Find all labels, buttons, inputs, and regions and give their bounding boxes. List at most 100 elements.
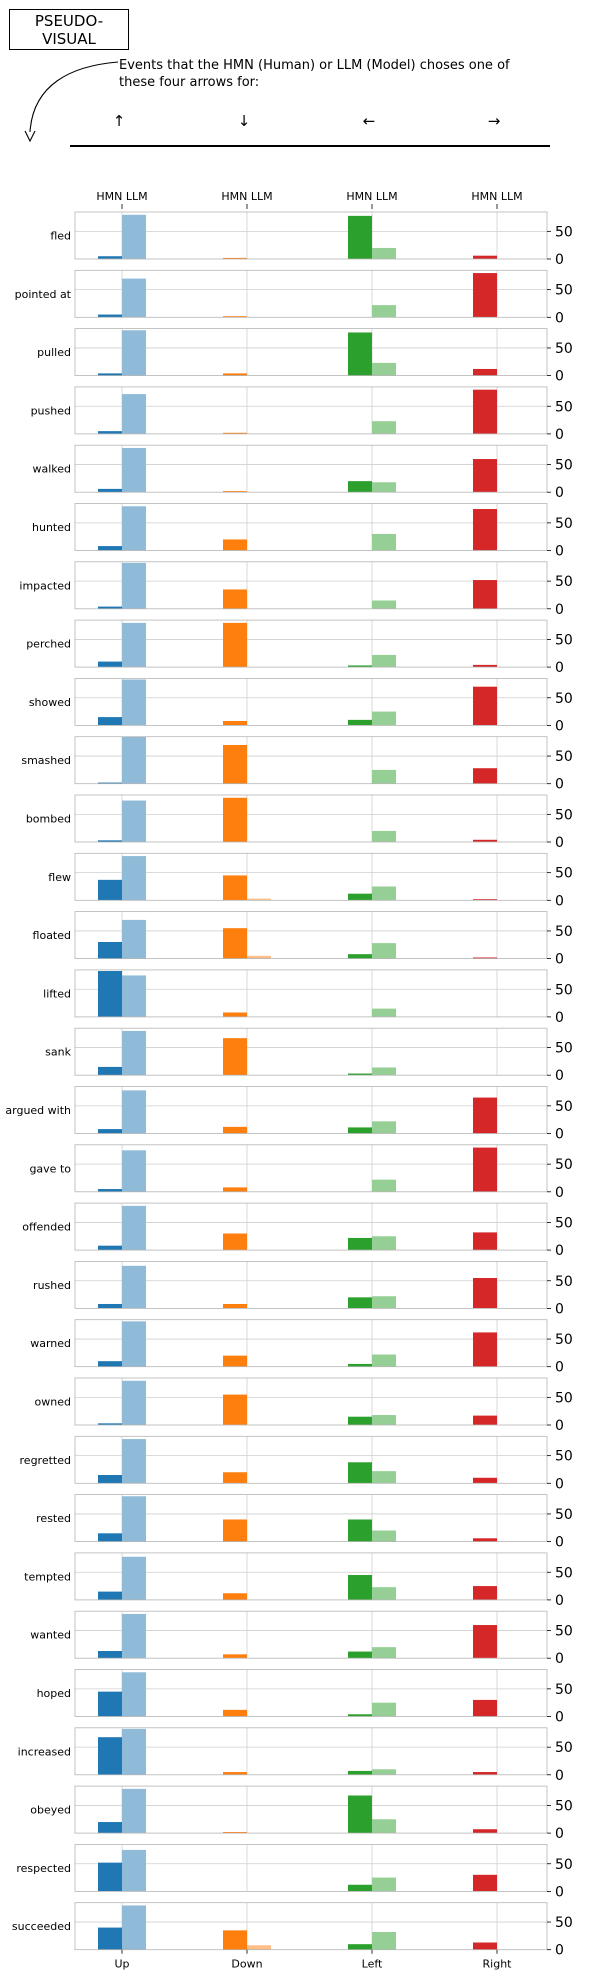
y-tick-label: 0 (555, 1243, 564, 1259)
hmn-bar (348, 1770, 372, 1775)
y-tick-label: 50 (555, 1274, 573, 1290)
chart-title: PSEUDO- VISUAL (9, 9, 129, 50)
hmn-bar (223, 797, 247, 842)
panel-frame (74, 1027, 548, 1076)
hmn-bar (223, 1930, 247, 1950)
hmn-bar (223, 744, 247, 784)
hmn-bar (348, 1651, 372, 1659)
verb-label: flew (48, 871, 71, 884)
arrow-left-label: ← (362, 112, 376, 130)
y-tick-label: 50 (555, 1507, 573, 1523)
hmn-bar (223, 491, 247, 493)
llm-bar (372, 1296, 396, 1309)
panel-frame (74, 619, 548, 668)
y-tick-label: 50 (555, 1390, 573, 1406)
hmn-bar (473, 580, 497, 609)
hmn-bar (223, 1831, 247, 1834)
column-label-right: Right (483, 1958, 513, 1971)
y-tick-label: 0 (555, 485, 564, 501)
verb-label: warned (30, 1337, 71, 1350)
verb-label: bombed (26, 813, 71, 826)
y-tick-label: 50 (555, 1157, 573, 1173)
llm-bar (372, 305, 396, 318)
panel-frame (74, 1494, 548, 1542)
llm-bar (372, 830, 396, 842)
y-tick-label: 0 (555, 252, 564, 268)
y-tick-label: 50 (555, 1798, 573, 1814)
hmn-bar (473, 255, 497, 259)
y-tick-label: 0 (555, 1127, 564, 1143)
verb-label: floated (33, 929, 71, 942)
hmn-bar (348, 954, 372, 959)
hmn-bar (223, 1126, 247, 1134)
column-label-left: Left (362, 1958, 383, 1971)
hmn-bar (473, 459, 497, 493)
hmn-bar (348, 893, 372, 901)
llm-bar (122, 975, 146, 1017)
llm-bar (372, 1769, 396, 1775)
y-tick-label: 50 (555, 224, 573, 240)
hmn-bar (223, 1038, 247, 1076)
hmn-bar (223, 539, 247, 551)
verb-label: increased (18, 1745, 71, 1758)
hmn-bar (223, 1772, 247, 1775)
hmn-bar (473, 368, 497, 376)
y-tick-label: 0 (555, 1301, 564, 1317)
header-divider (70, 145, 550, 147)
hmn-bar (223, 257, 247, 259)
llm-bar (247, 955, 271, 959)
llm-bar (372, 1236, 396, 1251)
llm-bar (122, 278, 146, 318)
llm-bar (372, 1647, 396, 1659)
panel-frame (74, 852, 548, 901)
llm-bar (122, 214, 146, 259)
llm-bar (372, 1121, 396, 1134)
hmn-bar (98, 1475, 122, 1484)
hmn-bar (98, 1651, 122, 1659)
y-tick-label: 50 (555, 749, 573, 765)
hmn-bar (473, 1586, 497, 1600)
hmn-bar (223, 1654, 247, 1659)
panel-frame (74, 561, 548, 610)
panel-frame (74, 211, 548, 260)
y-tick-label: 50 (555, 1624, 573, 1640)
hmn-bar (98, 256, 122, 259)
top-tick-label: HMN LLM (471, 190, 522, 203)
llm-bar (372, 1877, 396, 1892)
hmn-bar (223, 1394, 247, 1425)
hmn-bar (348, 1073, 372, 1076)
llm-bar (122, 1788, 146, 1834)
hmn-bar (223, 875, 247, 901)
verb-label: fled (50, 230, 71, 243)
llm-bar (122, 1496, 146, 1542)
hmn-bar (98, 1927, 122, 1950)
y-tick-label: 50 (555, 924, 573, 940)
panel-frame (74, 794, 548, 843)
llm-bar (372, 482, 396, 493)
hmn-bar (473, 1538, 497, 1542)
hmn-bar (473, 1942, 497, 1950)
llm-bar (122, 1672, 146, 1717)
llm-bar (372, 1008, 396, 1017)
top-tick-label: HMN LLM (221, 190, 272, 203)
verb-label: pulled (37, 346, 71, 359)
llm-bar (372, 1932, 396, 1950)
hmn-bar (98, 431, 122, 434)
chart-subtitle: Events that the HMN (Human) or LLM (Mode… (119, 58, 510, 90)
arrow-right-label: → (487, 112, 501, 130)
hmn-bar (348, 1462, 372, 1484)
hmn-bar (98, 1862, 122, 1892)
curved-pointer-arrow (29, 61, 119, 133)
llm-bar (122, 562, 146, 609)
hmn-bar (98, 971, 122, 1017)
y-tick-label: 0 (555, 1651, 564, 1667)
y-tick-label: 0 (555, 835, 564, 851)
llm-bar (122, 1728, 146, 1775)
hmn-bar (98, 314, 122, 318)
llm-bar (372, 421, 396, 434)
y-tick-label: 0 (555, 1768, 564, 1784)
verb-label: showed (29, 696, 71, 709)
top-tick-label: HMN LLM (96, 190, 147, 203)
llm-bar (372, 943, 396, 959)
y-tick-label: 50 (555, 516, 573, 532)
